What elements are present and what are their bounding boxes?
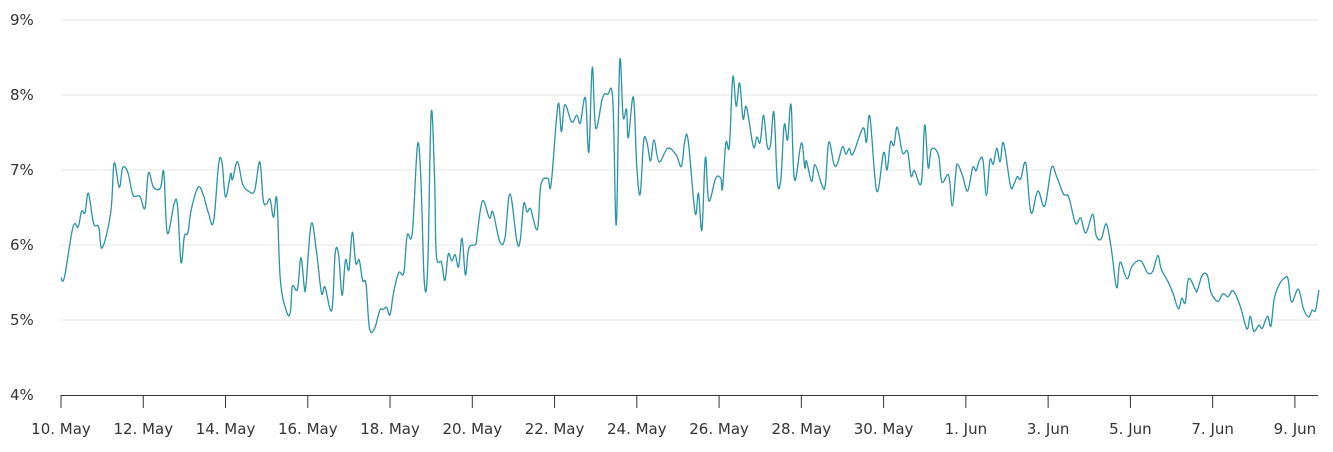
y-tick-label: 5%	[10, 311, 34, 329]
y-tick-label: 8%	[10, 86, 34, 104]
x-tick-label: 20. May	[442, 420, 502, 438]
y-tick-label: 4%	[10, 386, 34, 404]
x-tick-label: 24. May	[607, 420, 667, 438]
gridlines	[61, 19, 1318, 321]
series-line	[60, 57, 1320, 334]
x-tick-label: 28. May	[772, 420, 832, 438]
x-tick-label: 16. May	[278, 420, 338, 438]
y-tick-label: 9%	[10, 11, 34, 29]
x-tick-label: 26. May	[689, 420, 749, 438]
x-tick-label: 14. May	[196, 420, 256, 438]
x-tick-label: 7. Jun	[1191, 420, 1234, 438]
x-tick-label: 30. May	[854, 420, 914, 438]
y-tick-label: 7%	[10, 161, 34, 179]
x-tick-label: 10. May	[31, 420, 91, 438]
x-tick-label: 1. Jun	[945, 420, 988, 438]
x-tick-label: 5. Jun	[1109, 420, 1152, 438]
y-axis: 4% 5% 6% 7% 8% 9%	[10, 11, 34, 404]
x-tick-label: 22. May	[525, 420, 585, 438]
x-tick-label: 9. Jun	[1274, 420, 1317, 438]
y-tick-label: 6%	[10, 236, 34, 254]
x-tick-label: 18. May	[360, 420, 420, 438]
x-tick-label: 3. Jun	[1027, 420, 1070, 438]
x-tick-label: 12. May	[113, 420, 173, 438]
x-axis: 10. May 12. May 14. May 16. May 18. May 20. M…	[31, 395, 1318, 438]
